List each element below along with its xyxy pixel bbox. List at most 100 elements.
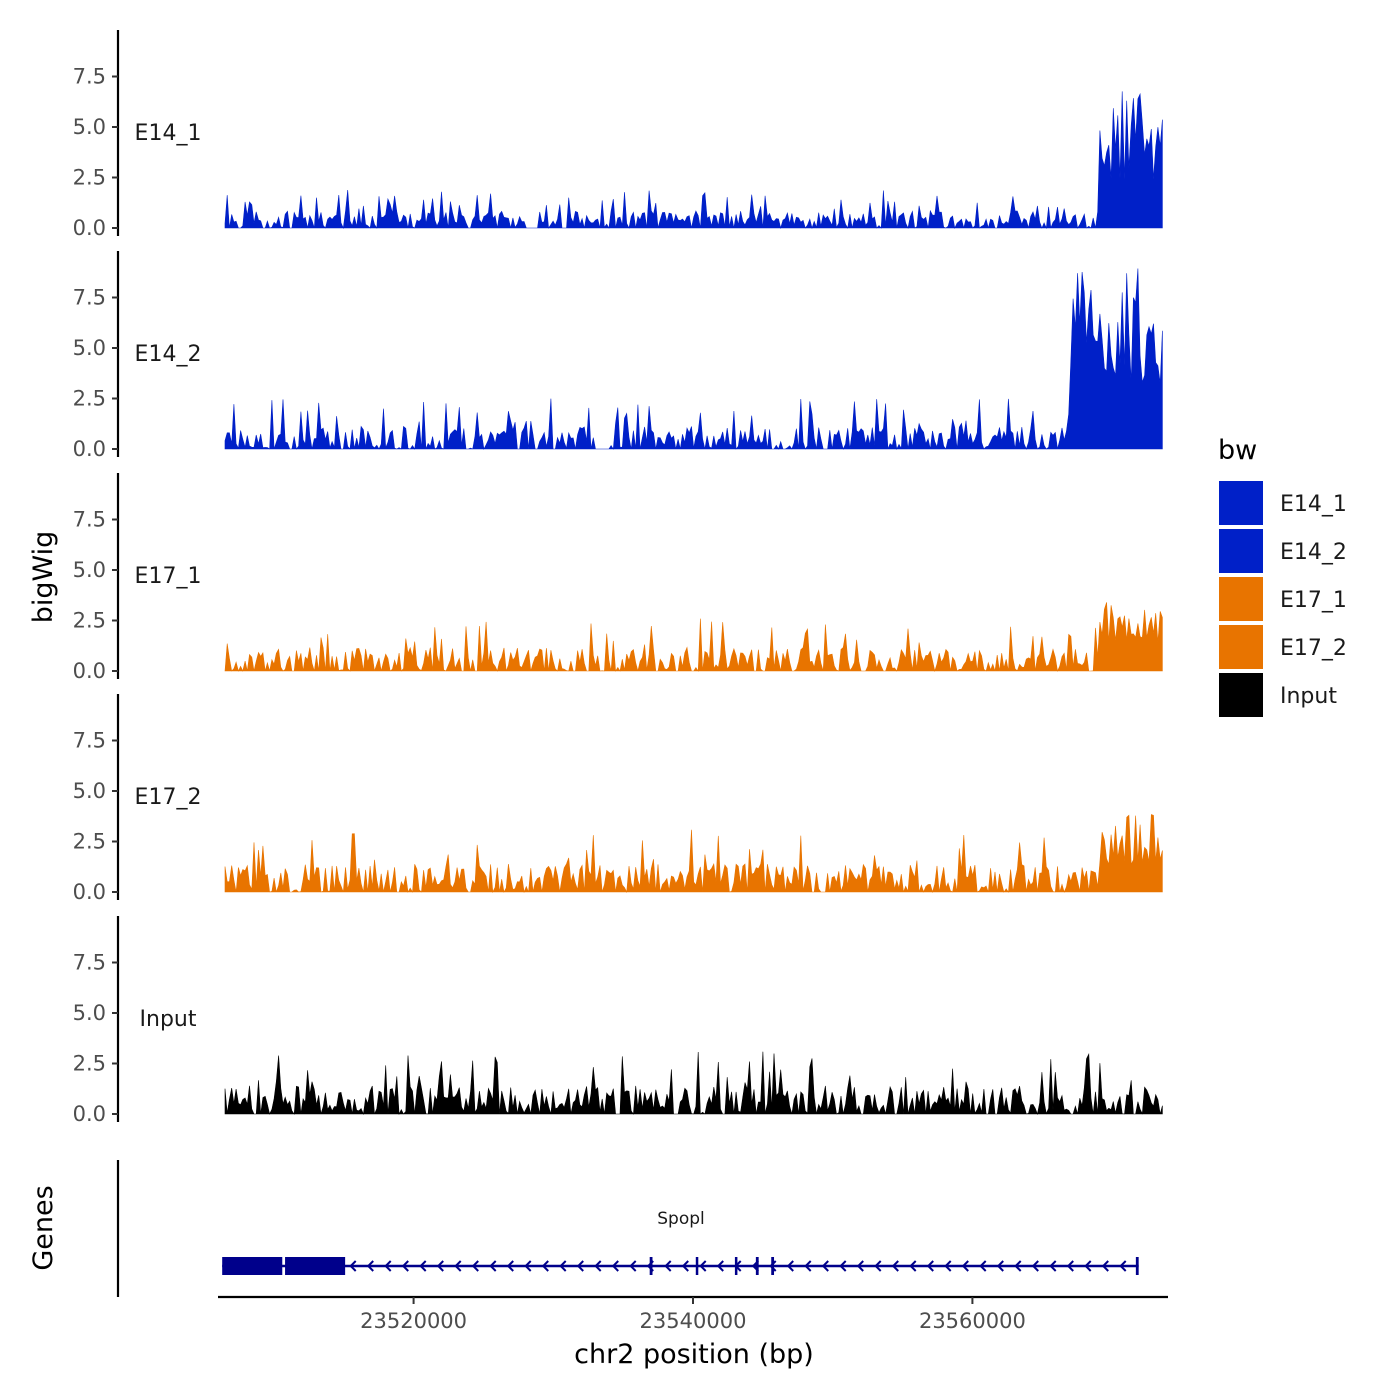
strand-arrow bbox=[594, 1260, 602, 1272]
y-tick-label: 7.5 bbox=[73, 951, 106, 975]
strand-arrow bbox=[891, 1260, 899, 1272]
y-tick-label: 2.5 bbox=[73, 1052, 106, 1076]
legend-label: E14_1 bbox=[1280, 492, 1347, 517]
strand-arrow bbox=[681, 1260, 689, 1272]
strand-arrow bbox=[401, 1260, 409, 1272]
legend-label: E14_2 bbox=[1280, 540, 1347, 565]
strand-arrow bbox=[1101, 1260, 1109, 1272]
track-E17_1: 0.0 2.5 5.0 7.5 E17_1 bbox=[73, 473, 1163, 683]
x-axis: 23520000 23540000 23560000 bbox=[218, 1295, 1168, 1333]
x-tick-label: 23540000 bbox=[640, 1309, 747, 1333]
strand-arrow bbox=[559, 1260, 567, 1272]
x-tick-label: 23560000 bbox=[919, 1309, 1026, 1333]
strand-arrow bbox=[786, 1260, 794, 1272]
strand-arrow bbox=[506, 1260, 514, 1272]
y-tick-label: 5.0 bbox=[73, 779, 106, 803]
strand-arrow bbox=[821, 1260, 829, 1272]
y-tick-label: 5.0 bbox=[73, 336, 106, 360]
strand-arrow bbox=[979, 1260, 987, 1272]
strand-arrow bbox=[629, 1260, 637, 1272]
signal-area-Input bbox=[224, 1051, 1163, 1116]
y-tick-label: 5.0 bbox=[73, 115, 106, 139]
strand-arrow bbox=[944, 1260, 952, 1272]
strand-arrow bbox=[611, 1260, 619, 1272]
y-tick-label: 7.5 bbox=[73, 65, 106, 89]
strand-arrow bbox=[436, 1260, 444, 1272]
legend: bw E14_1 E14_2 E17_1 E17_2 Input bbox=[1217, 435, 1347, 719]
strand-arrow bbox=[384, 1260, 392, 1272]
strand-arrow bbox=[1066, 1260, 1074, 1272]
strand-arrow bbox=[874, 1260, 882, 1272]
legend-label: Input bbox=[1280, 684, 1337, 709]
y-tick-label: 0.0 bbox=[73, 216, 106, 240]
signal-area-E17_2 bbox=[224, 814, 1163, 894]
strand-arrow bbox=[664, 1260, 672, 1272]
strand-arrow bbox=[961, 1260, 969, 1272]
y-tick-label: 5.0 bbox=[73, 1001, 106, 1025]
y-tick-label: 0.0 bbox=[73, 880, 106, 904]
gene-exon bbox=[734, 1257, 738, 1275]
track-E17_2: 0.0 2.5 5.0 7.5 E17_2 bbox=[73, 694, 1163, 904]
gene-exon bbox=[222, 1257, 283, 1275]
gene-exon bbox=[695, 1257, 699, 1275]
strand-arrow bbox=[541, 1260, 549, 1272]
track-label: E17_2 bbox=[135, 785, 202, 810]
track-Input: 0.0 2.5 5.0 7.5 Input bbox=[73, 916, 1163, 1126]
strand-arrow bbox=[454, 1260, 462, 1272]
x-tick-label: 23520000 bbox=[360, 1309, 467, 1333]
strand-arrow bbox=[419, 1260, 427, 1272]
track-E14_1: 0.0 2.5 5.0 7.5 E14_1 bbox=[73, 30, 1163, 240]
strand-arrow bbox=[926, 1260, 934, 1272]
legend-title: bw bbox=[1218, 435, 1257, 466]
y-tick-label: 2.5 bbox=[73, 609, 106, 633]
strand-arrow bbox=[1014, 1260, 1022, 1272]
gene-exon bbox=[771, 1257, 775, 1275]
track-label: E14_2 bbox=[135, 342, 202, 367]
gene-exon bbox=[1135, 1257, 1139, 1275]
strand-arrow bbox=[804, 1260, 812, 1272]
strand-arrow bbox=[576, 1260, 584, 1272]
legend-label: E17_2 bbox=[1280, 636, 1347, 661]
y-tick-label: 0.0 bbox=[73, 659, 106, 683]
y-tick-label: 2.5 bbox=[73, 387, 106, 411]
gene-panel: Spopl bbox=[116, 1160, 1139, 1297]
gene-name-label: Spopl bbox=[657, 1209, 705, 1229]
strand-arrow bbox=[839, 1260, 847, 1272]
strand-arrow bbox=[1119, 1260, 1127, 1272]
strand-arrow bbox=[471, 1260, 479, 1272]
track-label: E14_1 bbox=[135, 121, 202, 146]
y-tick-label: 0.0 bbox=[73, 1102, 106, 1126]
strand-arrow bbox=[366, 1260, 374, 1272]
track-E14_2: 0.0 2.5 5.0 7.5 E14_2 bbox=[73, 251, 1163, 461]
track-label: Input bbox=[140, 1007, 197, 1032]
strand-arrow bbox=[856, 1260, 864, 1272]
y-tick-label: 2.5 bbox=[73, 166, 106, 190]
signal-area-E17_1 bbox=[224, 602, 1163, 673]
legend-swatch bbox=[1217, 479, 1265, 527]
x-axis-title: chr2 position (bp) bbox=[574, 1339, 814, 1370]
legend-swatch bbox=[1217, 575, 1265, 623]
gene-exon bbox=[755, 1257, 759, 1275]
bigwig-tracks: 0.0 2.5 5.0 7.5 E14_1 0.0 2.5 5.0 7.5 E14_2 0.0 2.5… bbox=[73, 30, 1163, 1126]
strand-arrow bbox=[1049, 1260, 1057, 1272]
legend-swatch bbox=[1217, 623, 1265, 671]
gene-exon bbox=[285, 1257, 346, 1275]
legend-swatch bbox=[1217, 671, 1265, 719]
track-label: E17_1 bbox=[135, 564, 202, 589]
strand-arrow bbox=[1084, 1260, 1092, 1272]
signal-area-E14_2 bbox=[224, 268, 1163, 451]
y-tick-label: 5.0 bbox=[73, 558, 106, 582]
strand-arrow bbox=[996, 1260, 1004, 1272]
strand-arrow bbox=[524, 1260, 532, 1272]
y-axis-title: bigWig bbox=[28, 531, 59, 624]
legend-swatch bbox=[1217, 527, 1265, 575]
strand-arrow bbox=[489, 1260, 497, 1272]
strand-arrow bbox=[1031, 1260, 1039, 1272]
y-tick-label: 2.5 bbox=[73, 830, 106, 854]
strand-arrow bbox=[909, 1260, 917, 1272]
gene-exon bbox=[649, 1257, 653, 1275]
signal-area-E14_1 bbox=[224, 91, 1163, 230]
legend-label: E17_1 bbox=[1280, 588, 1347, 613]
strand-arrow bbox=[769, 1260, 777, 1272]
